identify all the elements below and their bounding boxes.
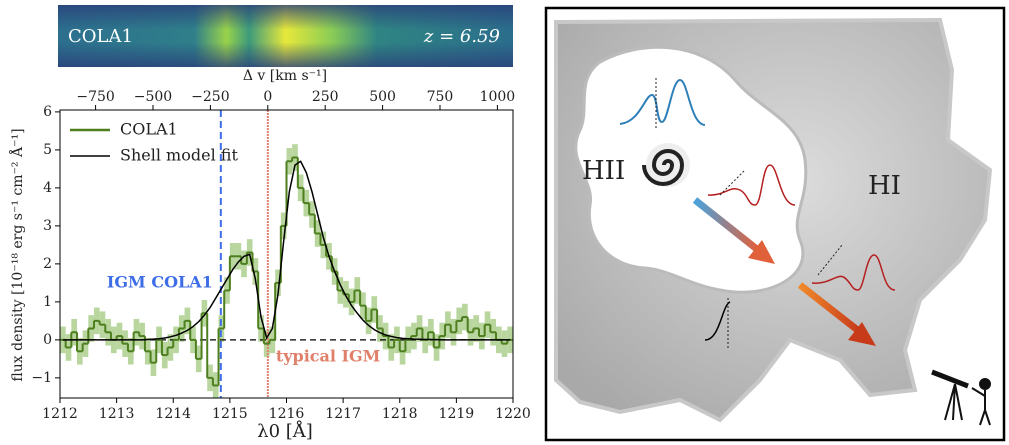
legend-label: COLA1 — [120, 120, 178, 139]
inset-label: COLA1 — [68, 26, 133, 47]
step-connector — [64, 157, 509, 386]
x2-tick-label: −500 — [134, 89, 172, 105]
y-tick-label: 5 — [43, 142, 52, 158]
x-tick-label: 1214 — [155, 406, 191, 422]
spectrum-image-shade — [58, 5, 513, 67]
inset-label: z = 6.59 — [423, 26, 500, 47]
x2-axis-label: Δ v [km s⁻¹] — [243, 68, 327, 84]
x-tick-label: 1220 — [495, 406, 531, 422]
y-tick-label: 2 — [43, 256, 52, 272]
x2-tick-label: 0 — [263, 89, 272, 105]
y-tick-label: 0 — [43, 332, 52, 348]
y-tick-label: 4 — [43, 180, 52, 196]
y-tick-label: 3 — [43, 218, 52, 234]
profile-sketch — [707, 164, 796, 206]
region-label: HI — [868, 171, 901, 201]
x-tick-label: 1218 — [382, 406, 418, 422]
x2-tick-label: 250 — [312, 89, 339, 105]
arrow-head — [848, 322, 876, 346]
y-tick-label: 6 — [43, 104, 52, 120]
region-label: HII — [582, 156, 625, 186]
profile-marker — [719, 169, 746, 196]
x-axis-label: λ0 [Å] — [257, 420, 313, 442]
x-tick-label: 1217 — [325, 406, 361, 422]
x-tick-label: 1213 — [99, 406, 135, 422]
plot-area — [60, 110, 513, 398]
profile-sketch — [619, 78, 706, 126]
x2-tick-label: 500 — [369, 89, 396, 105]
x2-tick-label: −250 — [191, 89, 229, 105]
profile-sketch — [811, 254, 896, 291]
arrow-head — [748, 240, 775, 264]
x2-tick-label: 750 — [427, 89, 454, 105]
y-tick-label: 1 — [43, 294, 52, 310]
arrow — [797, 282, 863, 335]
legend-label: Shell model fit — [120, 146, 238, 165]
model-line — [62, 160, 511, 341]
x2-tick-label: −750 — [76, 89, 114, 105]
x-tick-label: 1212 — [42, 406, 78, 422]
x2-tick-label: 1000 — [480, 89, 516, 105]
x-tick-label: 1215 — [212, 406, 248, 422]
y-axis-label: flux density [10⁻¹⁸ erg s⁻¹ cm⁻² Å⁻¹] — [8, 128, 26, 381]
plot: 1212 1213 1214 1215 1216 1217 1218 1219 1220 −750… — [31, 89, 530, 422]
y-tick-label: −1 — [31, 370, 52, 386]
profile-marker — [817, 244, 843, 276]
arrow — [692, 197, 761, 253]
plot-frame — [59, 109, 514, 399]
observer — [931, 369, 991, 426]
x-tick-label: 1219 — [439, 406, 475, 422]
annotation: IGM COLA1 — [107, 272, 213, 291]
annotation: typical IGM — [276, 346, 381, 365]
ionized-bubble — [574, 45, 808, 294]
x-tick-label: 1216 — [269, 406, 305, 422]
galaxy — [642, 143, 690, 187]
